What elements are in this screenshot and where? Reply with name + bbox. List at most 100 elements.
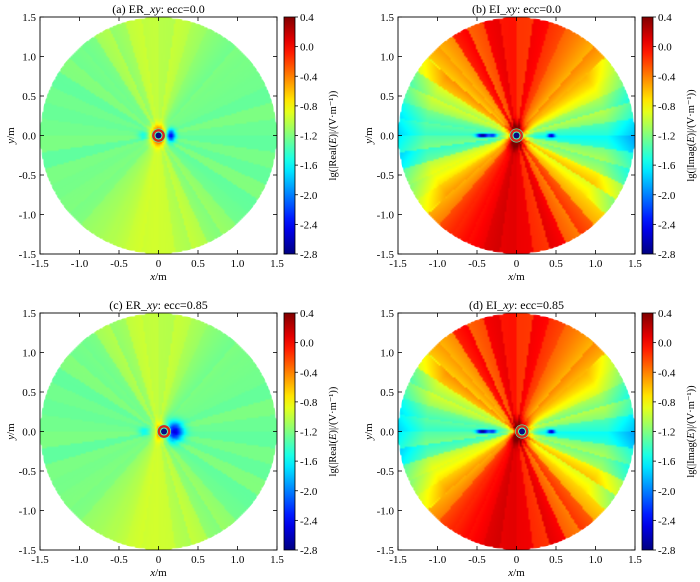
x-tick-label: -1.5 — [31, 258, 49, 270]
y-tick-label: -0.5 — [19, 466, 37, 478]
panel-title-italic: xy — [149, 2, 161, 16]
y-tick-label: 1.5 — [22, 308, 36, 320]
y-tick-label: 0.5 — [22, 91, 36, 103]
x-tick-label: 1.0 — [231, 554, 245, 566]
y-tick-label: -1.5 — [377, 545, 395, 557]
source-ring — [152, 129, 165, 142]
colorbar-tick-label: -0.4 — [658, 71, 676, 83]
colorbar-label: lg(|Real(E)|/(V·m⁻¹)) — [328, 90, 339, 180]
colorbar-tick-label: -1.2 — [658, 131, 675, 143]
panel-title-prefix: (c) ER_ — [109, 298, 148, 312]
colorbar-tick-label: 0.4 — [658, 12, 672, 24]
x-tick-label: 1.0 — [231, 258, 245, 270]
colorbar-tick-label: -2.4 — [300, 219, 318, 231]
x-axis-unit: /m — [155, 271, 167, 283]
colorbar-label: lg(|Imag(E)|/(V·m⁻¹)) — [686, 89, 697, 182]
y-axis-unit: /m — [5, 127, 17, 139]
colorbar-tick-label: 0.4 — [658, 308, 672, 320]
colorbar-tick-label: -1.6 — [300, 160, 318, 172]
panel-title-italic: xy — [502, 298, 514, 312]
x-tick-label: 1.5 — [270, 554, 284, 566]
colorbar-tick-label: -2.0 — [300, 190, 318, 202]
x-tick-label: 0.5 — [191, 554, 205, 566]
y-tick-label: -1.0 — [19, 210, 37, 222]
panel-title: (b) EI_xy: ecc=0.0 — [472, 2, 561, 16]
y-tick-label: 1.0 — [380, 52, 394, 64]
colorbar-tick-label: -2.8 — [658, 249, 676, 261]
x-tick-label: 1.0 — [589, 258, 603, 270]
colorbar-tick-label: -0.8 — [658, 101, 676, 113]
x-tick-label: 0 — [514, 554, 520, 566]
chart-panel-4: -1.5 -1.0 -0.5 0 0.5 1.0 1.5 1.5 1.0 0.5 0.0 -0.5 -1… — [363, 298, 697, 579]
colorbar-label-pre: lg(|Imag( — [686, 438, 697, 477]
panel-title-prefix: (b) EI_ — [472, 2, 507, 16]
x-tick-label: 1.5 — [628, 554, 642, 566]
colorbar-tick-label: -2.0 — [658, 190, 676, 202]
colorbar-tick-label: 0.0 — [658, 42, 672, 54]
y-tick-label: -1.5 — [377, 249, 395, 261]
panel-title-suffix: : ecc=0.0 — [161, 2, 205, 16]
colorbar-tick-label: -2.8 — [300, 545, 318, 557]
x-tick-label: 0.5 — [191, 258, 205, 270]
colorbar-tick-label: -0.8 — [300, 101, 318, 113]
x-tick-label: -1.0 — [71, 258, 89, 270]
x-tick-label: 0 — [156, 554, 162, 566]
y-axis-unit: /m — [5, 423, 17, 435]
panel-title-prefix: (d) EI_ — [469, 298, 504, 312]
colorbar-tick-label: -2.8 — [658, 545, 676, 557]
y-tick-label: -0.5 — [377, 466, 395, 478]
y-tick-label: -0.5 — [377, 170, 395, 182]
colorbar-label-post: )|/(V·m⁻¹)) — [686, 89, 697, 136]
colorbar-label: lg(|Real(E)|/(V·m⁻¹)) — [328, 386, 339, 476]
x-axis-var: x — [149, 271, 155, 283]
colorbar-tick-label: -0.4 — [658, 367, 676, 379]
y-tick-label: 1.5 — [22, 12, 36, 24]
colorbar-label: lg(|Imag(E)|/(V·m⁻¹)) — [686, 385, 697, 478]
source-core — [519, 428, 526, 435]
y-tick-label: 0.0 — [380, 131, 394, 143]
y-axis-unit: /m — [363, 127, 375, 139]
x-axis-var: x — [507, 567, 513, 579]
y-axis-label: y/m — [5, 127, 17, 145]
x-tick-label: 0 — [156, 258, 162, 270]
y-axis-var: y — [5, 435, 17, 441]
colorbar-tick-label: -1.6 — [658, 456, 676, 468]
colorbar-label-pre: lg(|Imag( — [686, 142, 697, 181]
x-axis-var: x — [507, 271, 513, 283]
y-axis-label: y/m — [5, 423, 17, 441]
y-tick-label: 0.5 — [380, 91, 394, 103]
panel-title: (c) ER_xy: ecc=0.85 — [109, 298, 207, 312]
y-axis-var: y — [363, 139, 375, 145]
x-tick-label: -1.5 — [389, 258, 407, 270]
colorbar-label-post: )|/(V·m⁻¹)) — [686, 385, 697, 432]
panel-title-suffix: : ecc=0.85 — [158, 298, 208, 312]
y-tick-label: 1.0 — [22, 52, 36, 64]
x-tick-label: -0.5 — [468, 554, 486, 566]
y-axis-unit: /m — [363, 423, 375, 435]
y-axis-var: y — [5, 139, 17, 145]
colorbar-tick-label: -2.4 — [658, 219, 676, 231]
colorbar-tick-label: -1.2 — [300, 427, 317, 439]
colorbar-label-var: E — [328, 137, 339, 145]
chart-panel-2: -1.5 -1.0 -0.5 0 0.5 1.0 1.5 1.5 1.0 0.5 0.0 -0.5 -1… — [363, 2, 697, 283]
colorbar-tick-label: 0.0 — [658, 338, 672, 350]
source-ring — [515, 425, 529, 438]
x-tick-label: -0.5 — [468, 258, 486, 270]
x-tick-label: -1.0 — [429, 258, 447, 270]
source-core — [155, 132, 162, 139]
y-tick-label: 1.0 — [22, 348, 36, 360]
colorbar-tick-label: -1.6 — [658, 160, 676, 172]
colorbar-label-post: )|/(V·m⁻¹)) — [328, 386, 339, 433]
x-axis-unit: /m — [155, 567, 167, 579]
colorbar-tick-label: -1.6 — [300, 456, 318, 468]
colorbar-tick-label: -1.2 — [300, 131, 317, 143]
colorbar-tick-label: -0.8 — [658, 397, 676, 409]
colorbar — [641, 16, 654, 255]
x-tick-label: -1.0 — [429, 554, 447, 566]
y-axis-var: y — [363, 435, 375, 441]
panel-title-prefix: (a) ER_ — [112, 2, 151, 16]
x-tick-label: 0.5 — [549, 258, 563, 270]
colorbar-label-var: E — [686, 136, 697, 144]
colorbar-label-var: E — [328, 433, 339, 441]
